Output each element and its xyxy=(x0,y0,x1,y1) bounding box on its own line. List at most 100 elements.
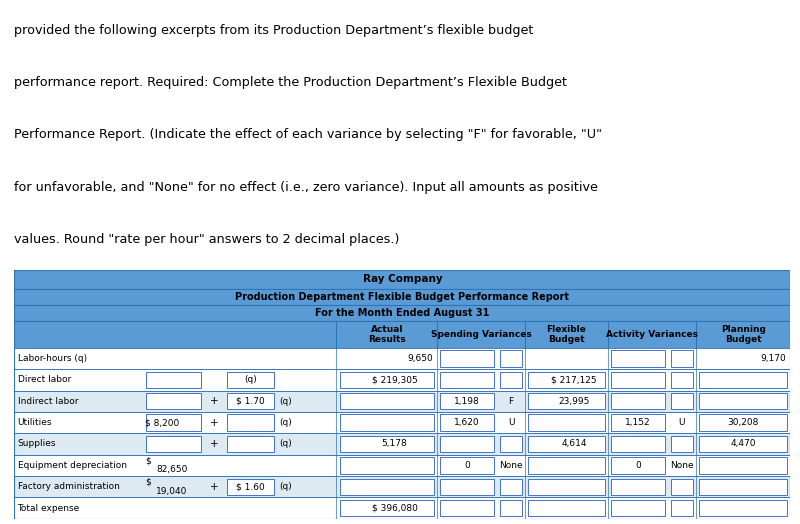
Bar xyxy=(671,478,693,495)
Bar xyxy=(441,414,494,431)
Bar xyxy=(500,436,522,452)
Text: Total expense: Total expense xyxy=(18,504,80,512)
Text: 1,152: 1,152 xyxy=(625,418,650,427)
Bar xyxy=(528,500,605,516)
Text: 1,620: 1,620 xyxy=(454,418,480,427)
Bar xyxy=(14,433,790,455)
Bar xyxy=(146,393,202,409)
Text: Labor-hours (q): Labor-hours (q) xyxy=(18,354,86,363)
Bar xyxy=(671,393,693,409)
Text: +: + xyxy=(210,482,218,492)
Bar xyxy=(146,372,202,388)
Bar xyxy=(14,369,790,390)
Bar xyxy=(500,372,522,388)
Bar xyxy=(227,372,274,388)
Text: (q): (q) xyxy=(279,418,292,427)
Bar xyxy=(441,372,494,388)
Text: 9,650: 9,650 xyxy=(408,354,434,363)
Bar xyxy=(500,500,522,516)
Bar xyxy=(611,414,665,431)
Text: values. Round "rate per hour" answers to 2 decimal places.): values. Round "rate per hour" answers to… xyxy=(14,233,400,246)
Bar xyxy=(671,350,693,367)
Bar xyxy=(528,372,605,388)
Bar xyxy=(441,350,494,367)
Text: 0: 0 xyxy=(635,461,641,470)
Text: Indirect labor: Indirect labor xyxy=(18,397,78,406)
Bar xyxy=(14,476,790,497)
Bar xyxy=(611,500,665,516)
Bar xyxy=(500,350,522,367)
Bar xyxy=(441,393,494,409)
Bar xyxy=(441,457,494,474)
Text: 0: 0 xyxy=(464,461,470,470)
Text: None: None xyxy=(499,461,523,470)
Bar xyxy=(699,372,787,388)
Bar xyxy=(339,414,434,431)
Text: Equipment depreciation: Equipment depreciation xyxy=(18,461,126,470)
Text: 1,198: 1,198 xyxy=(454,397,480,406)
Text: Supplies: Supplies xyxy=(18,440,56,449)
Text: Performance Report. (Indicate the effect of each variance by selecting "F" for f: Performance Report. (Indicate the effect… xyxy=(14,128,602,141)
Bar xyxy=(14,270,790,289)
Text: $ 219,305: $ 219,305 xyxy=(372,375,418,384)
Bar xyxy=(14,348,790,369)
Text: $: $ xyxy=(145,478,150,487)
Text: +: + xyxy=(210,396,218,406)
Text: Production Department Flexible Budget Performance Report: Production Department Flexible Budget Pe… xyxy=(235,292,570,302)
Text: 5,178: 5,178 xyxy=(382,440,407,449)
Bar xyxy=(671,436,693,452)
Text: U: U xyxy=(508,418,514,427)
Text: (q): (q) xyxy=(279,397,292,406)
Text: Direct labor: Direct labor xyxy=(18,375,70,384)
Text: performance report. Required: Complete the Production Department’s Flexible Budg: performance report. Required: Complete t… xyxy=(14,76,567,89)
Bar xyxy=(699,393,787,409)
Bar xyxy=(227,414,274,431)
Text: F: F xyxy=(509,397,514,406)
Text: Actual
Results: Actual Results xyxy=(368,325,406,344)
Text: $ 8,200: $ 8,200 xyxy=(145,418,179,427)
Bar xyxy=(611,478,665,495)
Bar xyxy=(699,500,787,516)
Text: $: $ xyxy=(145,456,150,465)
Bar xyxy=(611,350,665,367)
Bar xyxy=(611,393,665,409)
Bar xyxy=(699,478,787,495)
Bar xyxy=(227,478,274,495)
Bar xyxy=(671,372,693,388)
Bar xyxy=(699,457,787,474)
Text: $ 1.60: $ 1.60 xyxy=(236,482,265,491)
Text: 30,208: 30,208 xyxy=(727,418,758,427)
Text: Planning
Budget: Planning Budget xyxy=(721,325,766,344)
Text: 82,650: 82,650 xyxy=(157,465,188,474)
Bar xyxy=(339,500,434,516)
Bar xyxy=(14,321,790,348)
Text: $ 1.70: $ 1.70 xyxy=(236,397,265,406)
Bar xyxy=(699,436,787,452)
Bar xyxy=(441,500,494,516)
Bar xyxy=(227,436,274,452)
Bar xyxy=(146,414,202,431)
Text: Activity Variances: Activity Variances xyxy=(606,330,698,339)
Bar xyxy=(611,457,665,474)
Bar xyxy=(339,478,434,495)
Bar xyxy=(528,393,605,409)
Text: 23,995: 23,995 xyxy=(558,397,590,406)
Text: Utilities: Utilities xyxy=(18,418,52,427)
Bar xyxy=(227,393,274,409)
Bar xyxy=(500,478,522,495)
Text: provided the following excerpts from its Production Department’s flexible budget: provided the following excerpts from its… xyxy=(14,24,534,37)
Bar xyxy=(14,390,790,412)
Text: Spending Variances: Spending Variances xyxy=(430,330,531,339)
Text: (q): (q) xyxy=(244,375,257,384)
Bar xyxy=(14,289,790,305)
Text: (q): (q) xyxy=(279,482,292,491)
Bar xyxy=(528,414,605,431)
Text: 19,040: 19,040 xyxy=(157,487,188,496)
Bar xyxy=(339,372,434,388)
Bar xyxy=(441,478,494,495)
Bar xyxy=(611,436,665,452)
Text: (q): (q) xyxy=(279,440,292,449)
Bar xyxy=(339,393,434,409)
Text: 4,614: 4,614 xyxy=(562,440,587,449)
Text: for unfavorable, and "None" for no effect (i.e., zero variance). Input all amoun: for unfavorable, and "None" for no effec… xyxy=(14,181,598,194)
